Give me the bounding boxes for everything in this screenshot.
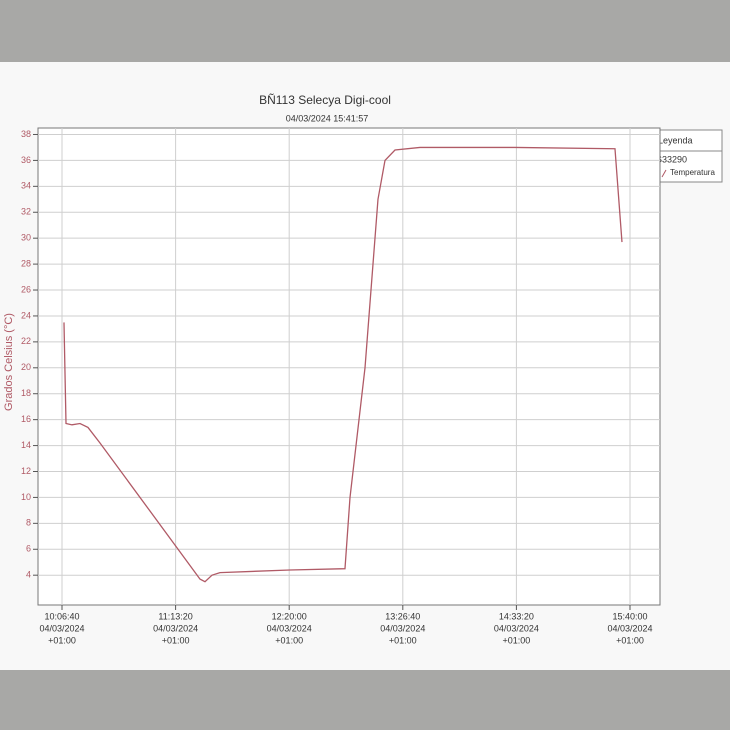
x-tick-label: 12:20:00 <box>272 611 307 621</box>
data-line <box>63 146 623 583</box>
y-tick-label: 34 <box>21 181 31 191</box>
y-tick-label: 22 <box>21 336 31 346</box>
legend-title: Leyenda <box>658 135 693 145</box>
x-tick-label: 04/03/2024 <box>380 623 425 633</box>
x-tick-label: 11:13:20 <box>158 611 192 621</box>
x-tick-label: +01:00 <box>275 635 303 645</box>
y-tick-label: 18 <box>21 388 31 398</box>
legend-entry: Temperatura <box>670 168 715 177</box>
y-tick-label: 10 <box>21 492 31 502</box>
y-tick-label: 8 <box>26 518 31 528</box>
x-tick-label: +01:00 <box>503 635 531 645</box>
y-tick-label: 24 <box>21 310 31 320</box>
x-tick-label: 04/03/2024 <box>267 623 312 633</box>
x-tick-label: 15:40:00 <box>612 611 647 621</box>
y-tick-label: 30 <box>21 233 31 243</box>
y-tick-label: 28 <box>21 258 31 268</box>
x-tick-label: 04/03/2024 <box>39 623 84 633</box>
y-tick-label: 4 <box>26 570 31 580</box>
x-tick-label: +01:00 <box>616 635 644 645</box>
x-tick-label: 04/03/2024 <box>494 623 539 633</box>
chart-subtitle: 04/03/2024 15:41:57 <box>286 113 369 123</box>
chart-title: BÑ113 Selecya Digi-cool <box>259 93 391 107</box>
x-tick-label: +01:00 <box>389 635 417 645</box>
x-tick-label: +01:00 <box>162 635 190 645</box>
y-tick-label: 16 <box>21 414 31 424</box>
y-tick-label: 20 <box>21 362 31 372</box>
y-tick-label: 14 <box>21 440 31 450</box>
x-tick-label: 13:26:40 <box>385 611 420 621</box>
y-tick-label: 12 <box>21 466 31 476</box>
x-tick-label: 04/03/2024 <box>607 623 652 633</box>
plot-area <box>37 127 661 606</box>
y-axis-label: Grados Celsius (°C) <box>3 313 15 411</box>
legend-swatch <box>661 169 667 178</box>
y-tick-label: 6 <box>26 544 31 554</box>
legend-group: S33290 <box>656 154 687 164</box>
y-tick-label: 38 <box>21 129 31 139</box>
x-tick-label: 04/03/2024 <box>153 623 198 633</box>
y-tick-label: 26 <box>21 284 31 294</box>
y-tick-label: 32 <box>21 207 31 217</box>
x-tick-label: 10:06:40 <box>44 611 79 621</box>
x-tick-label: +01:00 <box>48 635 76 645</box>
y-tick-label: 36 <box>21 155 31 165</box>
x-tick-label: 14:33:20 <box>499 611 534 621</box>
